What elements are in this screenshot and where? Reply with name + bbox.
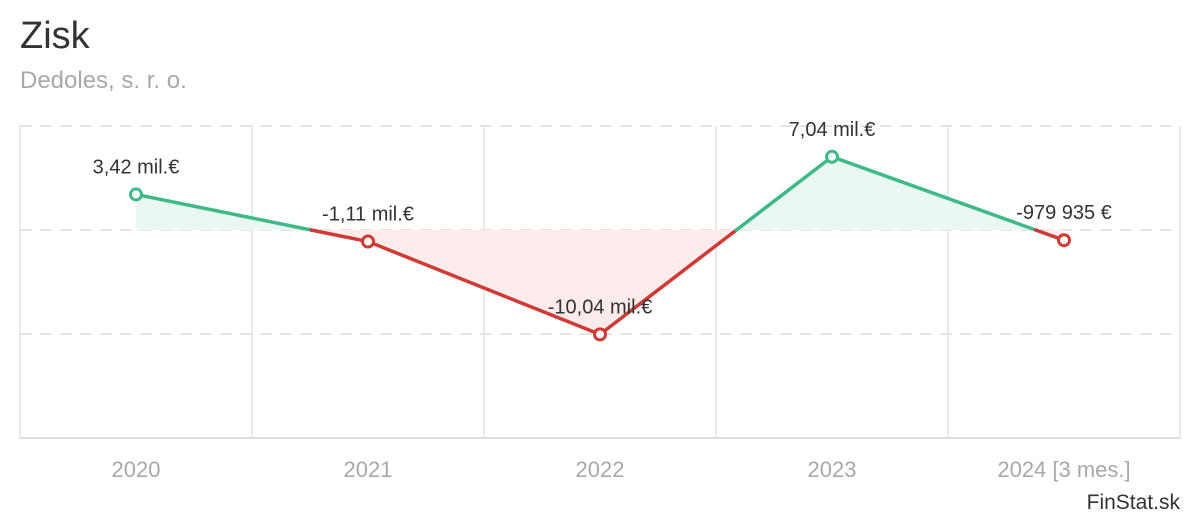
x-tick-label-2021: 2021 — [344, 457, 393, 482]
data-point-2022 — [593, 327, 607, 342]
chart-subtitle: Dedoles, s. r. o. — [20, 67, 187, 94]
negative-line-segment — [366, 239, 602, 337]
data-point-2021 — [361, 234, 375, 249]
x-tick-label-2020: 2020 — [112, 457, 161, 482]
data-label-2021: -1,11 mil.€ — [322, 204, 414, 226]
point-layer — [129, 149, 1071, 342]
data-label-2022: -10,04 mil.€ — [548, 296, 653, 318]
x-tick-label-2022: 2022 — [576, 457, 625, 482]
positive-line-segment — [734, 155, 834, 232]
data-label-2024: -979 935 € — [1016, 202, 1112, 224]
negative-line-segment — [598, 228, 739, 337]
line-layer — [134, 155, 1066, 337]
chart-title: Zisk — [20, 15, 90, 57]
x-tick-label-2024: 2024 [3 mes.] — [997, 457, 1130, 482]
label-layer: 3,42 mil.€ -1,11 mil.€ -10,04 mil.€ 7,04 mi… — [93, 119, 1112, 319]
positive-line-segment — [134, 192, 313, 232]
negative-line-segment — [309, 228, 370, 244]
positive-line-segment — [830, 155, 1038, 232]
negative-area — [368, 230, 600, 335]
x-tick-label-2023: 2023 — [808, 457, 857, 482]
data-point-2024 — [1057, 233, 1071, 248]
x-axis-ticks: 2020 2021 2022 2023 2024 [3 mes.] — [112, 457, 1131, 482]
data-point-2023 — [825, 149, 839, 164]
data-label-2020: 3,42 mil.€ — [93, 156, 180, 178]
data-label-2023: 7,04 mil.€ — [789, 119, 876, 141]
finstat-credit[interactable]: FinStat.sk — [1086, 491, 1180, 514]
data-point-2020 — [129, 187, 143, 202]
